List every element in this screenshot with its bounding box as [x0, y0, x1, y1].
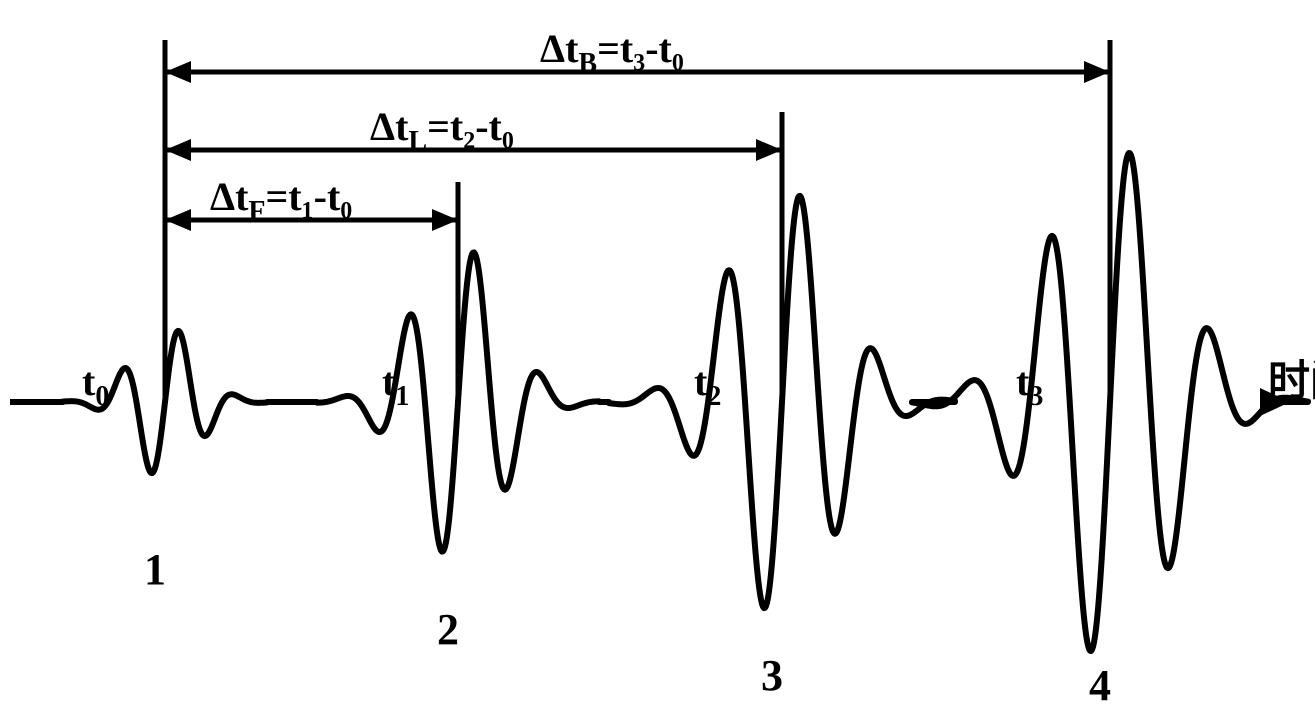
dimension-arrow-right [1084, 61, 1110, 83]
dimension-arrow-left [165, 139, 191, 161]
time-axis-label: 时间 [1268, 358, 1315, 405]
dimension-arrow-left [165, 61, 191, 83]
dimension-arrow-right [432, 209, 458, 231]
dimension-arrow-right [756, 139, 782, 161]
dimension-arrow-left [165, 209, 191, 231]
waveform-trace [10, 153, 1308, 651]
pulse-index-2: 2 [437, 605, 459, 654]
pulse-index-3: 3 [761, 651, 783, 700]
pulse-index-4: 4 [1089, 661, 1111, 704]
pulse-index-1: 1 [144, 545, 166, 594]
time-label-t2: t2 [694, 359, 721, 412]
waveform-diagram: 时间t0t1t2t31234ΔtF=t₁-t₀ΔtL=t₂-t₀ΔtB=t₃-t… [0, 0, 1315, 704]
time-label-t3: t3 [1016, 359, 1043, 412]
